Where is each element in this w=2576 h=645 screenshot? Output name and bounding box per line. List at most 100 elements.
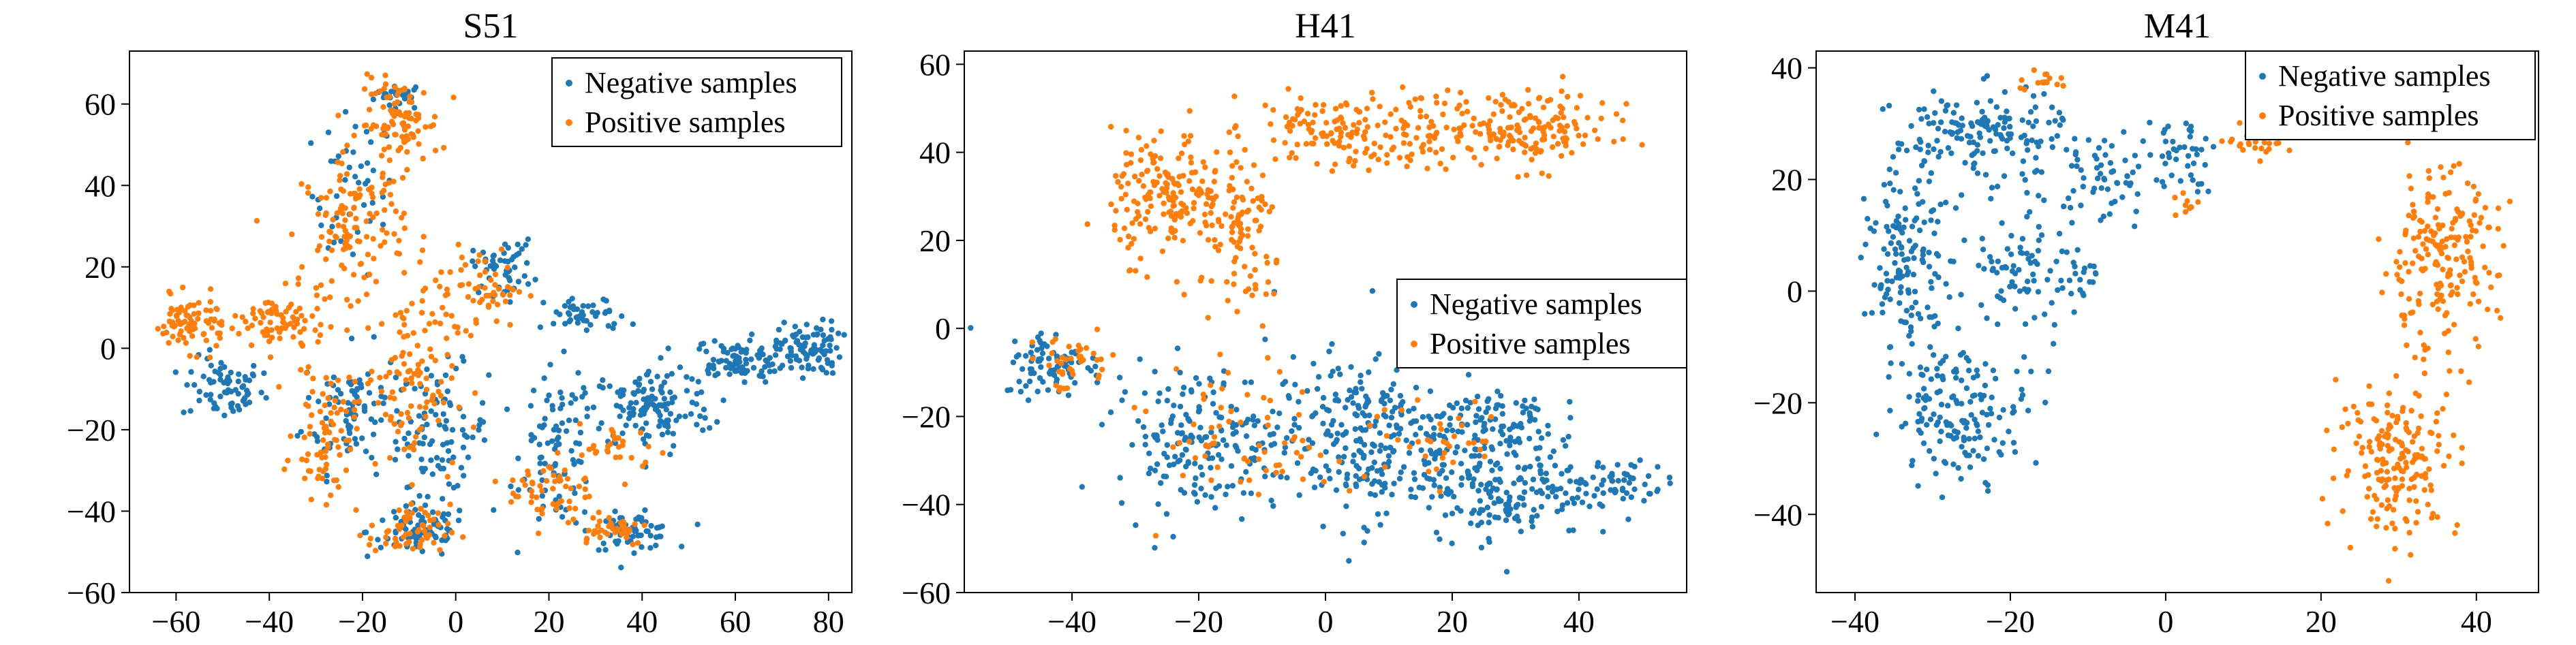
scatter-point — [412, 440, 418, 446]
scatter-point — [2030, 123, 2036, 129]
scatter-point — [215, 370, 221, 376]
scatter-point — [1443, 125, 1450, 131]
scatter-point — [1177, 369, 1183, 376]
scatter-point — [748, 356, 754, 362]
scatter-point — [1390, 409, 1396, 415]
scatter-point — [2049, 104, 2055, 110]
scatter-point — [1918, 418, 1925, 424]
scatter-point — [1059, 371, 1066, 377]
scatter-point — [433, 277, 439, 283]
scatter-point — [1357, 436, 1363, 442]
scatter-point — [1998, 288, 2004, 294]
scatter-point — [677, 364, 684, 371]
scatter-point — [366, 541, 373, 548]
scatter-point — [487, 293, 493, 299]
scatter-point — [1271, 291, 1277, 297]
scatter-point — [697, 413, 703, 420]
scatter-point — [562, 321, 568, 327]
scatter-point — [1094, 379, 1101, 386]
scatter-point — [419, 358, 425, 364]
scatter-point — [1154, 166, 1161, 172]
scatter-point — [1507, 426, 1513, 432]
scatter-point — [338, 428, 344, 434]
scatter-point — [2366, 444, 2372, 450]
scatter-point — [2434, 206, 2441, 213]
scatter-point — [2098, 217, 2104, 223]
scatter-point — [2456, 161, 2462, 167]
scatter-point — [2420, 241, 2426, 247]
scatter-point — [1214, 464, 1221, 471]
scatter-point — [1309, 127, 1315, 134]
scatter-point — [1583, 481, 1589, 487]
scatter-point — [1566, 527, 1572, 534]
legend-label: Positive samples — [1430, 327, 1631, 360]
scatter-point — [1036, 356, 1042, 362]
scatter-point — [373, 210, 380, 217]
scatter-point — [1988, 195, 1994, 202]
scatter-point — [2423, 246, 2429, 252]
scatter-point — [1411, 470, 1417, 476]
scatter-point — [1594, 486, 1600, 492]
scatter-point — [1356, 447, 1362, 454]
scatter-point — [358, 163, 364, 170]
scatter-point — [2180, 190, 2186, 196]
scatter-point — [2459, 278, 2466, 285]
scatter-point — [1069, 368, 1075, 374]
scatter-point — [781, 319, 787, 326]
scatter-point — [1351, 122, 1357, 128]
scatter-point — [1520, 403, 1526, 409]
scatter-point — [387, 191, 394, 198]
scatter-point — [363, 129, 370, 135]
scatter-point — [1276, 410, 1283, 417]
scatter-point — [2081, 269, 2087, 275]
scatter-point — [450, 484, 457, 491]
scatter-point — [1451, 494, 1457, 500]
scatter-point — [1282, 444, 1289, 450]
scatter-point — [1135, 209, 1141, 215]
scatter-point — [766, 362, 773, 368]
scatter-point — [479, 400, 486, 406]
scatter-point — [1186, 439, 1193, 445]
scatter-point — [1381, 407, 1387, 413]
scatter-point — [1908, 123, 1914, 129]
scatter-point — [191, 382, 198, 388]
scatter-point — [1921, 106, 1927, 112]
scatter-point — [370, 431, 377, 437]
scatter-point — [418, 465, 425, 472]
scatter-point — [319, 475, 326, 482]
scatter-point — [1916, 106, 1922, 113]
scatter-point — [566, 298, 572, 305]
x-tick-label: 0 — [2158, 604, 2173, 639]
scatter-point — [2080, 290, 2086, 296]
scatter-point — [361, 403, 368, 409]
x-tick-label: 20 — [1437, 604, 1468, 639]
scatter-point — [1641, 498, 1647, 504]
scatter-point — [589, 309, 596, 315]
scatter-point — [2012, 449, 2019, 455]
scatter-point — [416, 492, 423, 499]
scatter-point — [2440, 298, 2447, 304]
scatter-point — [1465, 372, 1472, 378]
scatter-point — [331, 477, 337, 484]
scatter-point — [386, 157, 393, 163]
scatter-point — [2442, 244, 2449, 250]
scatter-point — [1574, 105, 1580, 111]
scatter-point — [2440, 266, 2446, 272]
scatter-point — [1113, 173, 1119, 179]
scatter-point — [303, 401, 309, 408]
scatter-point — [1906, 394, 1912, 400]
scatter-point — [320, 391, 326, 397]
scatter-point — [428, 353, 435, 360]
scatter-point — [1189, 170, 1195, 176]
scatter-point — [2333, 377, 2339, 383]
scatter-point — [1228, 214, 1234, 220]
scatter-point — [1599, 482, 1605, 488]
scatter-point — [611, 321, 617, 327]
scatter-point — [1238, 479, 1244, 485]
scatter-point — [1245, 416, 1251, 423]
scatter-point — [1174, 366, 1180, 372]
scatter-point — [1387, 397, 1394, 404]
scatter-point — [316, 398, 322, 405]
scatter-point — [1479, 415, 1485, 421]
scatter-point — [1590, 474, 1596, 480]
